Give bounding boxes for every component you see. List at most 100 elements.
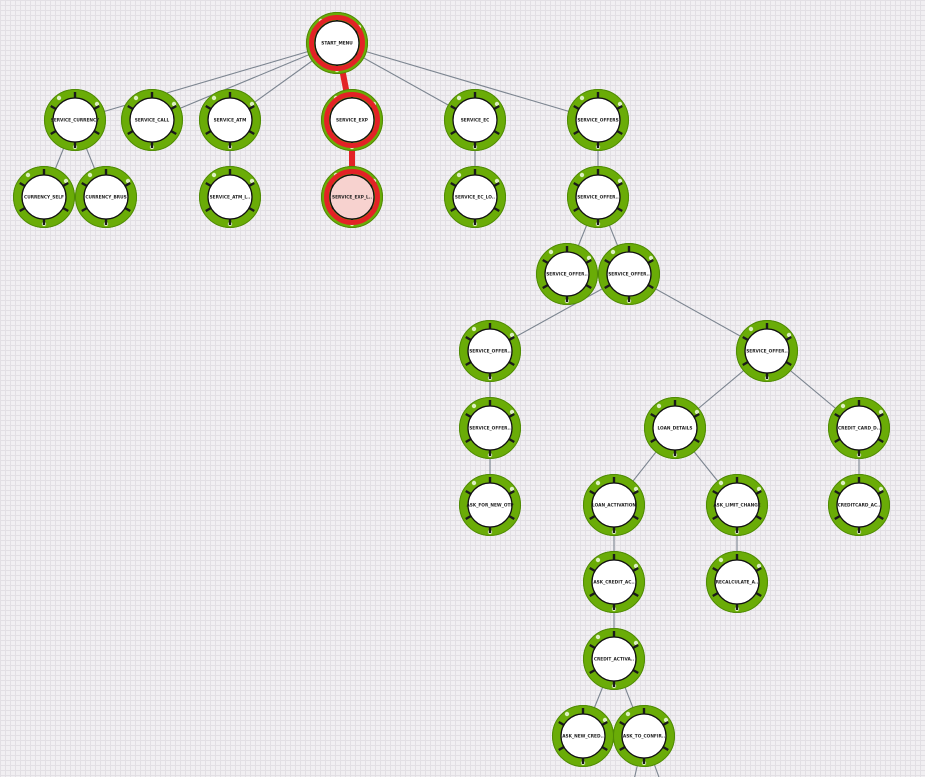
node-eclo[interactable]: SERVICE_EC_LO.. [444,166,506,228]
node-port-marker[interactable] [125,178,131,184]
node-port-marker[interactable] [87,172,93,178]
node-face [606,251,652,297]
node-limit[interactable]: ASK_LIMIT_CHANGE [706,474,768,536]
node-askcnew[interactable]: ASK_NEW_CRED.. [552,705,614,767]
node-atm[interactable]: SERVICE_ATM [199,89,261,151]
node-port-marker[interactable] [756,563,762,569]
node-port-marker[interactable] [249,178,255,184]
node-port-marker[interactable] [840,403,846,409]
node-port-marker[interactable] [648,255,654,261]
node-ring-edge [567,166,629,228]
node-loanact[interactable]: LOAN_ACTIVATION [583,474,645,536]
node-label: SERVICE_EXP_L.. [332,195,372,201]
node-exp[interactable]: SERVICE_EXP [321,89,383,151]
node-tick-mark [93,129,100,136]
node-port-marker[interactable] [471,403,477,409]
node-port-marker[interactable] [878,486,884,492]
node-port-marker[interactable] [509,409,515,415]
node-port-marker[interactable] [249,101,255,107]
node-asktoc[interactable]: ASK_TO_CONFIR.. [613,705,675,767]
node-ccac[interactable]: CREDITCARD_AC.. [828,474,890,536]
node-port-marker[interactable] [656,403,662,409]
node-port-marker[interactable] [579,95,585,101]
node-ring-edge [644,397,706,459]
node-off3b[interactable]: SERVICE_OFFER.. [598,243,660,305]
node-loan[interactable]: LOAN_DETAILS [644,397,706,459]
node-offers[interactable]: SERVICE_OFFERS [567,89,629,151]
node-port-marker[interactable] [494,178,500,184]
node-expl[interactable]: SERVICE_EXP_L.. [321,166,383,228]
node-tick-mark [877,412,884,419]
node-port-marker[interactable] [494,101,500,107]
node-ccd[interactable]: CREDIT_CARD_D.. [828,397,890,459]
node-port-marker[interactable] [595,634,601,640]
node-port-marker[interactable] [633,640,639,646]
node-label: SERVICE_OFFER.. [746,349,788,355]
node-port-marker[interactable] [171,101,177,107]
node-port-marker[interactable] [718,480,724,486]
node-port-marker[interactable] [509,332,515,338]
node-start[interactable]: START_MENU [306,12,368,74]
node-port-marker[interactable] [633,486,639,492]
node-port-marker[interactable] [878,409,884,415]
node-port-marker[interactable] [509,486,515,492]
node-atml[interactable]: SERVICE_ATM_L.. [199,166,261,228]
node-tick-mark [493,206,500,213]
node-port-marker[interactable] [633,563,639,569]
node-port-marker[interactable] [840,480,846,486]
node-cself[interactable]: CURRENCY_SELF [13,166,75,228]
node-call[interactable]: SERVICE_CALL [121,89,183,151]
node-port-marker[interactable] [456,172,462,178]
node-port-marker[interactable] [617,101,623,107]
node-port-marker[interactable] [617,178,623,184]
node-ring-edge [75,166,137,228]
node-label: LOAN_ACTIVATION [592,503,636,509]
node-port-marker[interactable] [748,326,754,332]
node-off4b[interactable]: SERVICE_OFFER.. [736,320,798,382]
node-port-marker[interactable] [625,711,631,717]
node-port-marker[interactable] [602,717,608,723]
node-port-marker[interactable] [56,95,62,101]
node-otp[interactable]: ASK_FOR_NEW_OTP [459,474,521,536]
node-port-marker[interactable] [663,717,669,723]
node-currency[interactable]: SERVICE_CURRENCY [44,89,106,151]
node-port-marker[interactable] [63,178,69,184]
node-port-marker[interactable] [595,480,601,486]
node-port-marker[interactable] [718,557,724,563]
node-tick-mark [616,206,623,213]
node-port-marker[interactable] [564,711,570,717]
node-port-marker[interactable] [548,249,554,255]
node-askcred[interactable]: ASK_CREDIT_AC.. [583,551,645,613]
node-off2[interactable]: SERVICE_OFFER.. [567,166,629,228]
node-port-marker[interactable] [694,409,700,415]
node-cbrus[interactable]: CURRENCY_BRUS [75,166,137,228]
node-port-marker[interactable] [211,172,217,178]
edge-start-offers[interactable] [336,42,599,121]
node-ec[interactable]: SERVICE_EC [444,89,506,151]
node-port-marker[interactable] [756,486,762,492]
node-off3a[interactable]: SERVICE_OFFER.. [536,243,598,305]
edge-start-currency[interactable] [74,42,338,121]
node-credact[interactable]: CREDIT_ACTIVA.. [583,628,645,690]
node-port-marker[interactable] [786,332,792,338]
node-port-marker[interactable] [25,172,31,178]
node-label: SERVICE_EXP [336,118,368,124]
node-off4a[interactable]: SERVICE_OFFER.. [459,320,521,382]
node-port-marker[interactable] [133,95,139,101]
node-recalc[interactable]: RECALCULATE_A.. [706,551,768,613]
node-port-marker[interactable] [94,101,100,107]
node-port-marker[interactable] [456,95,462,101]
node-port-marker[interactable] [610,249,616,255]
node-port-marker[interactable] [211,95,217,101]
node-port-marker[interactable] [471,326,477,332]
node-port-marker[interactable] [579,172,585,178]
node-tick-mark [450,181,457,188]
edge-start-call[interactable] [151,42,338,121]
node-tick-mark [589,591,596,598]
node-off5a[interactable]: SERVICE_OFFER.. [459,397,521,459]
node-tick-mark [508,437,515,444]
node-port-marker[interactable] [595,557,601,563]
node-port-marker[interactable] [471,480,477,486]
node-port-marker[interactable] [586,255,592,261]
